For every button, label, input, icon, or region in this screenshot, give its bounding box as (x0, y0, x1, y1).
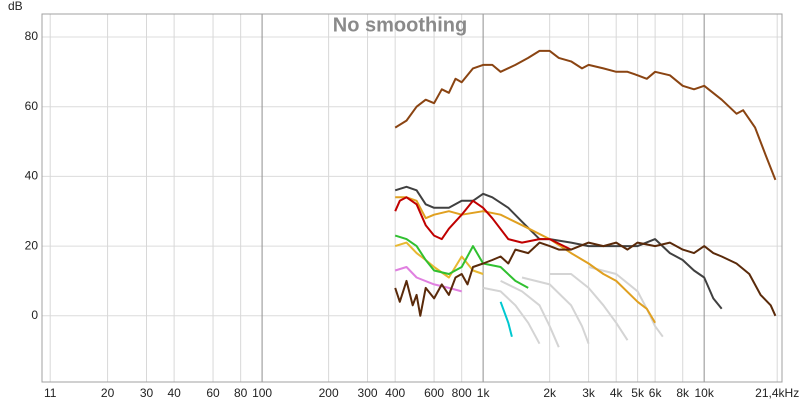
x-tick-label: 80 (234, 386, 248, 400)
plot-frame (41, 13, 783, 383)
x-tick-label: 10k (694, 386, 714, 400)
x-tick-label: 8k (676, 386, 690, 400)
y-tick-label: 40 (25, 169, 39, 183)
series-line (482, 286, 541, 345)
y-tick-label: 20 (25, 238, 39, 252)
series-line (395, 196, 656, 324)
x-tick-label: 30 (140, 386, 154, 400)
series-line (394, 49, 777, 181)
y-axis-label: dB (8, 0, 23, 13)
x-tick-label: 3k (582, 386, 596, 400)
x-tick-label: 20 (101, 386, 115, 400)
x-tick-label: 60 (206, 386, 220, 400)
x-tick-label: 11 (44, 386, 57, 400)
x-tick-label: 300 (358, 386, 378, 400)
chart-title: No smoothing (333, 14, 467, 36)
series-line (521, 276, 590, 345)
y-tick-label: 0 (31, 308, 38, 322)
series-line (394, 234, 529, 289)
series-line (394, 241, 777, 317)
x-tick-label: 400 (385, 386, 405, 400)
x-tick-label: 5k (631, 386, 645, 400)
series-line (549, 273, 629, 341)
y-tick-label: 60 (25, 99, 39, 113)
x-tick-label: 100 (252, 386, 272, 400)
x-tick-label: 40 (167, 386, 181, 400)
series-line (500, 280, 560, 348)
series-line (499, 301, 513, 337)
x-tick-label: 1k (477, 386, 491, 400)
x-tick-label: 800 (452, 386, 472, 400)
x-tick-label: 600 (424, 386, 444, 400)
y-tick-label: 80 (25, 29, 39, 43)
x-tick-label: 200 (319, 386, 339, 400)
x-tick-label: 21,4kHz (755, 386, 799, 400)
series-line (394, 241, 484, 279)
x-tick-label: 4k (610, 386, 624, 400)
x-tick-label: 6k (649, 386, 663, 400)
x-tick-label: 2k (543, 386, 557, 400)
series-line (394, 196, 572, 251)
series-line (588, 266, 664, 338)
